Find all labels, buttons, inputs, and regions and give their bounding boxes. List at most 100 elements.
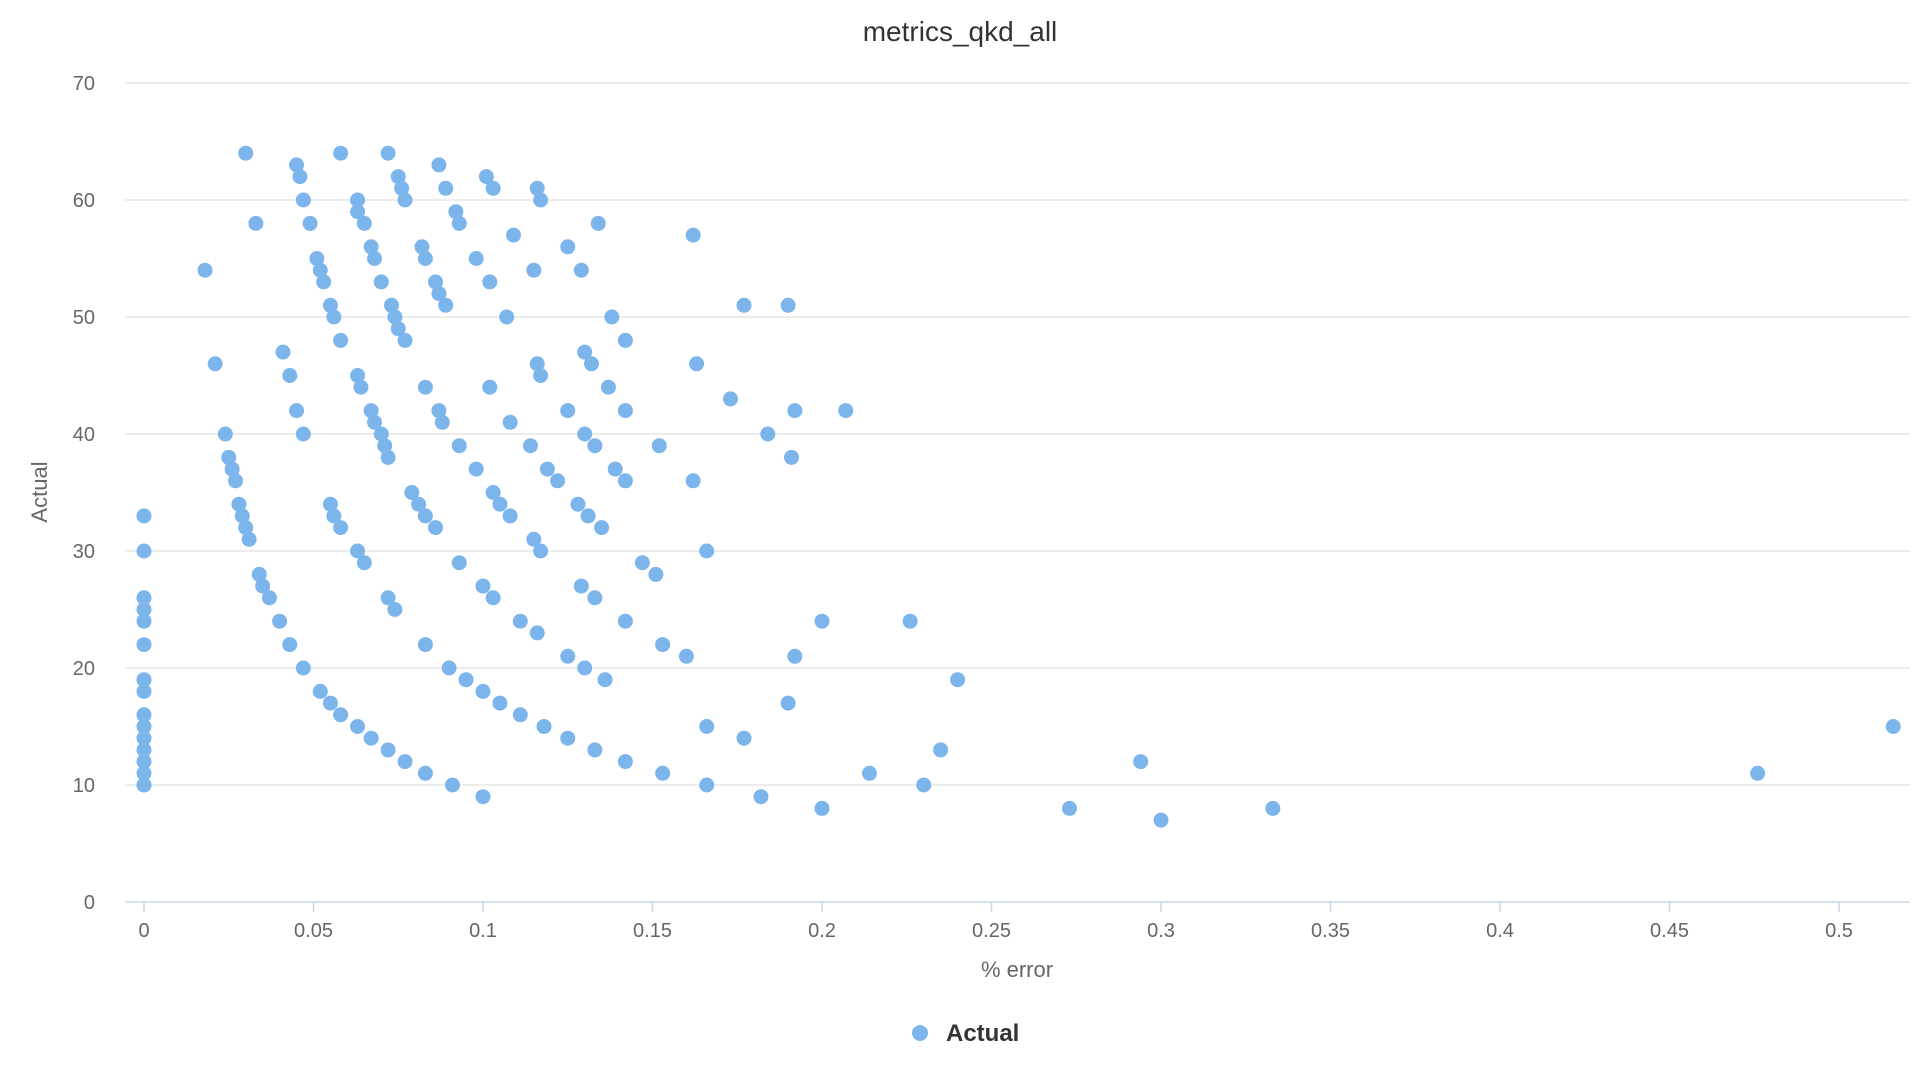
data-point[interactable] xyxy=(363,403,379,419)
data-point[interactable] xyxy=(617,754,633,770)
data-point[interactable] xyxy=(634,555,650,571)
data-point[interactable] xyxy=(902,613,918,629)
data-point[interactable] xyxy=(560,648,576,664)
data-point[interactable] xyxy=(577,344,593,360)
data-point[interactable] xyxy=(699,777,715,793)
data-point[interactable] xyxy=(478,169,494,185)
data-point[interactable] xyxy=(502,508,518,524)
data-point[interactable] xyxy=(390,169,406,185)
data-point[interactable] xyxy=(916,777,932,793)
data-point[interactable] xyxy=(441,660,457,676)
data-point[interactable] xyxy=(787,403,803,419)
data-point[interactable] xyxy=(136,683,152,699)
data-point[interactable] xyxy=(600,379,616,395)
data-point[interactable] xyxy=(322,695,338,711)
data-point[interactable] xyxy=(380,590,396,606)
data-point[interactable] xyxy=(312,683,328,699)
data-point[interactable] xyxy=(414,239,430,255)
data-point[interactable] xyxy=(251,566,267,582)
data-point[interactable] xyxy=(814,613,830,629)
data-point[interactable] xyxy=(587,742,603,758)
data-point[interactable] xyxy=(597,672,613,688)
data-point[interactable] xyxy=(689,356,705,372)
data-point[interactable] xyxy=(363,730,379,746)
data-point[interactable] xyxy=(350,543,366,559)
data-point[interactable] xyxy=(282,368,298,383)
data-point[interactable] xyxy=(468,251,484,266)
data-point[interactable] xyxy=(655,765,671,781)
data-point[interactable] xyxy=(197,262,213,278)
data-point[interactable] xyxy=(136,754,152,770)
data-point[interactable] xyxy=(373,274,389,290)
data-point[interactable] xyxy=(356,555,372,571)
data-point[interactable] xyxy=(272,613,288,629)
data-point[interactable] xyxy=(607,461,623,477)
data-point[interactable] xyxy=(594,520,610,536)
data-point[interactable] xyxy=(492,695,508,711)
data-point[interactable] xyxy=(529,180,545,196)
data-point[interactable] xyxy=(248,215,264,231)
data-point[interactable] xyxy=(529,625,545,641)
data-point[interactable] xyxy=(451,215,467,231)
data-point[interactable] xyxy=(295,192,311,208)
data-point[interactable] xyxy=(438,297,454,313)
data-point[interactable] xyxy=(780,695,796,711)
data-point[interactable] xyxy=(326,508,342,524)
data-point[interactable] xyxy=(780,297,796,313)
data-point[interactable] xyxy=(380,449,396,465)
data-point[interactable] xyxy=(1750,765,1766,781)
data-point[interactable] xyxy=(136,719,152,734)
data-point[interactable] xyxy=(533,368,549,383)
data-point[interactable] xyxy=(428,274,444,290)
data-point[interactable] xyxy=(587,438,603,454)
data-point[interactable] xyxy=(312,262,328,278)
data-point[interactable] xyxy=(136,543,152,559)
data-point[interactable] xyxy=(577,660,593,676)
data-point[interactable] xyxy=(550,473,566,489)
data-point[interactable] xyxy=(587,590,603,606)
data-point[interactable] xyxy=(499,309,515,325)
data-point[interactable] xyxy=(451,438,467,454)
data-point[interactable] xyxy=(217,426,233,442)
data-point[interactable] xyxy=(485,485,501,500)
data-point[interactable] xyxy=(651,438,667,454)
data-point[interactable] xyxy=(573,262,589,278)
data-point[interactable] xyxy=(617,332,633,348)
data-point[interactable] xyxy=(136,637,152,653)
data-point[interactable] xyxy=(221,449,237,465)
data-point[interactable] xyxy=(333,332,349,348)
data-point[interactable] xyxy=(333,707,349,723)
data-point[interactable] xyxy=(529,356,545,372)
data-point[interactable] xyxy=(356,215,372,231)
data-point[interactable] xyxy=(350,368,366,383)
data-point[interactable] xyxy=(136,742,152,758)
data-point[interactable] xyxy=(380,145,396,161)
legend-marker[interactable] xyxy=(912,1025,928,1041)
data-point[interactable] xyxy=(502,414,518,430)
data-point[interactable] xyxy=(373,426,389,442)
data-point[interactable] xyxy=(275,344,291,360)
data-point[interactable] xyxy=(228,473,244,489)
data-point[interactable] xyxy=(1153,812,1169,828)
data-point[interactable] xyxy=(241,531,257,547)
data-point[interactable] xyxy=(136,590,152,606)
data-point[interactable] xyxy=(136,672,152,688)
data-point[interactable] xyxy=(685,473,701,489)
data-point[interactable] xyxy=(136,508,152,524)
data-point[interactable] xyxy=(377,438,393,454)
data-point[interactable] xyxy=(492,496,508,512)
data-point[interactable] xyxy=(316,274,332,290)
data-point[interactable] xyxy=(533,543,549,559)
data-point[interactable] xyxy=(485,590,501,606)
data-point[interactable] xyxy=(468,461,484,477)
data-point[interactable] xyxy=(383,297,399,313)
data-point[interactable] xyxy=(136,765,152,781)
data-point[interactable] xyxy=(838,403,854,419)
data-point[interactable] xyxy=(950,672,966,688)
data-point[interactable] xyxy=(648,566,664,582)
data-point[interactable] xyxy=(387,602,403,617)
data-point[interactable] xyxy=(394,180,410,196)
data-point[interactable] xyxy=(367,414,383,430)
data-point[interactable] xyxy=(231,496,247,512)
data-point[interactable] xyxy=(458,672,474,688)
